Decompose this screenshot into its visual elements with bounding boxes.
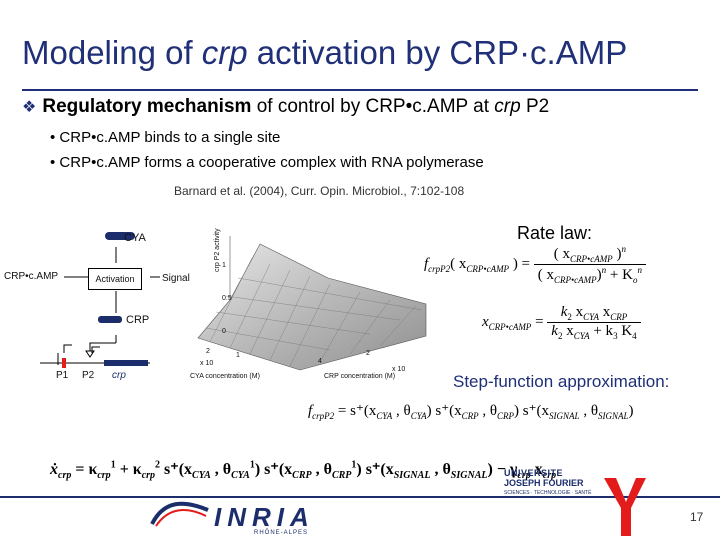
regulatory-diagram bbox=[40, 247, 160, 368]
rate-law-equation-1: fcrpP2( xCRP•cAMP ) = ( xCRP•cAMP )n ( x… bbox=[424, 244, 646, 285]
p1-label: P1 bbox=[56, 370, 69, 381]
rate-law-equation-2: xCRP•cAMP = k2 xCYA xCRP k2 xCYA + k3 K4 bbox=[482, 304, 641, 341]
crp-camp-label: CRP•c.AMP bbox=[4, 271, 59, 282]
reference: Barnard et al. (2004), Curr. Opin. Micro… bbox=[174, 184, 465, 198]
footer-rule bbox=[0, 496, 720, 498]
rate-law-heading: Rate law: bbox=[517, 223, 593, 243]
ujf-red-y-icon bbox=[604, 478, 646, 536]
activation-box: Activation bbox=[88, 268, 142, 290]
p2-label: P2 bbox=[82, 370, 95, 381]
plot-tick-x-1: 1 bbox=[236, 352, 240, 359]
step-function-heading: Step-function approximation: bbox=[453, 372, 670, 391]
cya-node: CYA bbox=[98, 232, 146, 244]
rate-law-fraction-2: k2 xCYA xCRP k2 xCYA + k3 K4 bbox=[547, 304, 641, 341]
rate-law-fraction-1: ( xCRP•cAMP )n ( xCRP•cAMP)n + Kon bbox=[533, 244, 646, 285]
plot-tick-z-1: 1 bbox=[222, 262, 226, 269]
diamond-bullet-icon: ❖ bbox=[22, 97, 37, 116]
plot-y-exp: x 10 bbox=[392, 366, 406, 373]
plot-tick-x-2: 2 bbox=[206, 348, 210, 355]
cya-protein-shape bbox=[105, 232, 135, 240]
slide-title: Modeling of crp activation by CRP·c.AMP bbox=[22, 34, 628, 71]
ujf-logo: UNIVERSITE JOSEPH FOURIER SCIENCES · TEC… bbox=[504, 468, 592, 496]
crp-protein-shape bbox=[98, 316, 122, 323]
sub-bullet-2: • CRP•c.AMP forms a cooperative complex … bbox=[50, 154, 484, 171]
main-bullet: ❖ Regulatory mechanism of control by CRP•… bbox=[22, 96, 550, 117]
surface-plot bbox=[197, 236, 427, 371]
plot-x-label: CYA concentration (M) bbox=[190, 373, 260, 380]
plot-tick-y-4: 4 bbox=[318, 358, 322, 365]
plot-z-label: crp P2 activity bbox=[214, 228, 221, 272]
sub-bullet-1: • CRP•c.AMP binds to a single site bbox=[50, 129, 281, 146]
page-number: 17 bbox=[690, 510, 704, 524]
plot-tick-z-0: 0 bbox=[222, 328, 226, 335]
crp-gene-label: crp bbox=[112, 370, 126, 381]
step-equation-2: ẋcrp = κcrp1 + κcrp2 s⁺(xCYA , θCYA1) s⁺… bbox=[50, 459, 557, 482]
plot-y-label: CRP concentration (M) bbox=[324, 373, 396, 380]
plot-x-exp: x 10 bbox=[200, 360, 214, 367]
plot-tick-z-05: 0.5 bbox=[222, 295, 232, 302]
signal-label: Signal bbox=[162, 273, 190, 284]
inria-swoosh-icon bbox=[150, 501, 209, 527]
step-equation-1: fcrpP2 = s⁺(xCYA , θCYA) s⁺(xCRP , θCRP)… bbox=[308, 403, 634, 421]
crp-node: CRP bbox=[126, 314, 150, 326]
inria-logo: INRIA RHÔNE-ALPES bbox=[150, 501, 430, 536]
title-rule bbox=[22, 89, 698, 91]
plot-tick-y-2: 2 bbox=[366, 350, 370, 357]
